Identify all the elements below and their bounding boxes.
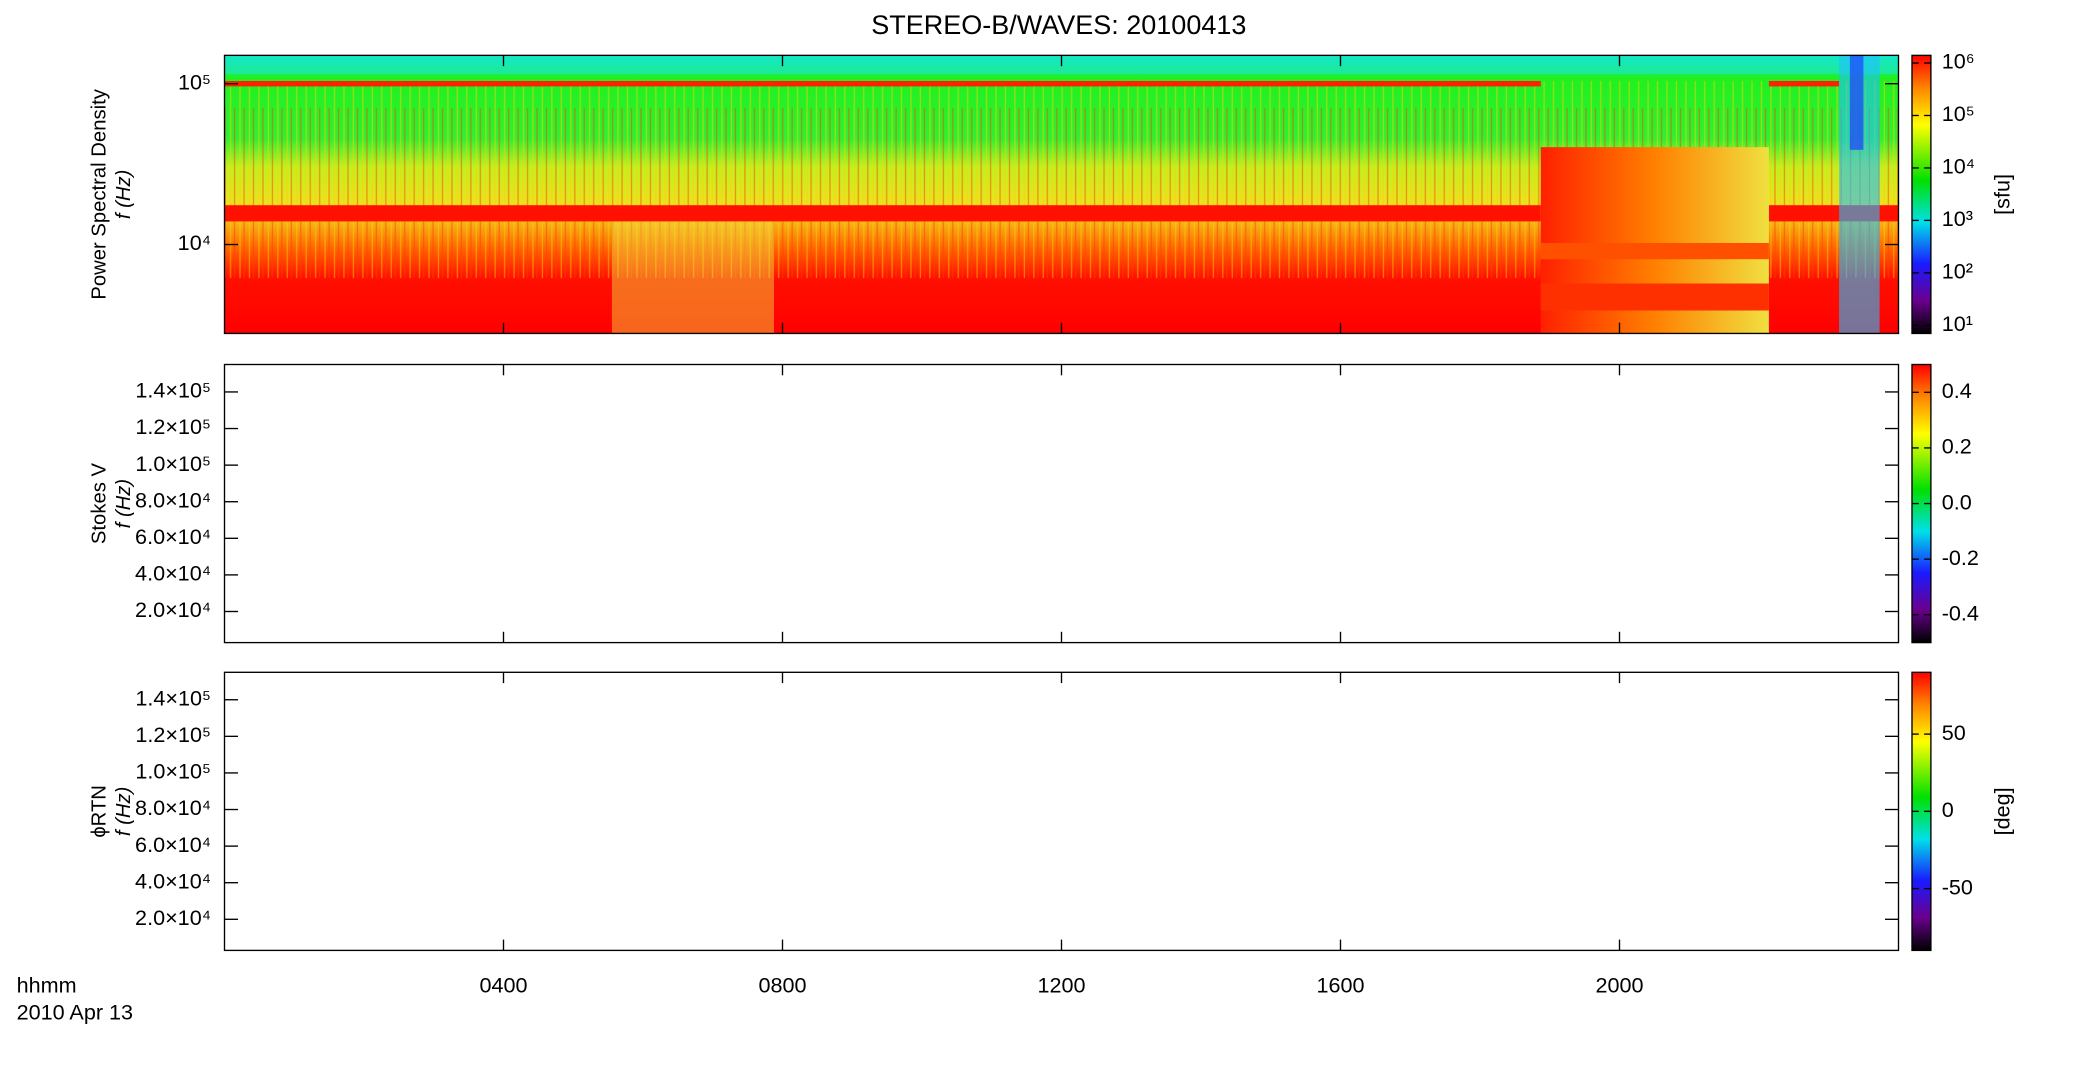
y-axis-label: Stokes V [89,463,111,545]
y-axis-label: Power Spectral Density [89,88,111,299]
y-tick-label: 1.0×10⁵ [135,451,211,476]
spectrogram [224,55,1899,334]
y-tick-label: 10⁵ [178,69,211,94]
x-tick-label: 0400 [479,973,527,998]
y-tick-label: 8.0×10⁴ [135,795,211,820]
x-axis-label: hhmm [17,973,77,998]
plot-frame [223,671,1900,952]
colorbar-tick-label: 10⁶ [1942,49,1975,74]
y-tick-label: 1.2×10⁵ [135,414,211,439]
colorbar-tick-label: 0 [1942,797,1954,822]
colorbar-tick-label: -0.2 [1942,545,1979,570]
x-tick-label: 2000 [1595,973,1643,998]
colorbar-tick-label: 0.2 [1942,434,1972,459]
y-tick-label: 6.0×10⁴ [135,832,211,857]
colorbar-tick-label: 10¹ [1942,311,1973,336]
y-tick-label: 4.0×10⁴ [135,868,211,893]
y-tick-label: 1.0×10⁵ [135,759,211,784]
y-tick-label: 1.2×10⁵ [135,722,211,747]
y-tick-label: 1.4×10⁵ [135,685,211,710]
colorbar-tick-label: -0.4 [1942,600,1979,625]
plot-frame [223,363,1900,644]
y-tick-label: 2.0×10⁴ [135,905,211,930]
y-axis-label: f (Hz) [113,479,135,528]
y-tick-label: 6.0×10⁴ [135,524,211,549]
chart-title: STEREO-B/WAVES: 20100413 [871,10,1246,40]
x-tick-label: 0800 [758,973,806,998]
colorbar-tick-label: 0.4 [1942,378,1972,403]
y-tick-label: 1.4×10⁵ [135,378,211,403]
x-axis-label: 2010 Apr 13 [17,1000,133,1025]
colorbar-tick-label: 10³ [1942,206,1973,231]
colorbar-tick-label: 10⁵ [1942,101,1975,126]
colorbar [1911,54,1932,335]
colorbar-label: [deg] [1990,787,2015,835]
y-tick-label: 10⁴ [178,230,211,255]
y-axis-label: ϕRTN [89,785,111,838]
y-tick-label: 2.0×10⁴ [135,597,211,622]
y-axis-label: f (Hz) [113,787,135,836]
x-tick-label: 1600 [1316,973,1364,998]
colorbar-tick-label: 10² [1942,259,1973,284]
y-tick-label: 4.0×10⁴ [135,561,211,586]
x-tick-label: 1200 [1037,973,1085,998]
colorbar-tick-label: -50 [1942,874,1973,899]
colorbar-tick-label: 50 [1942,720,1966,745]
y-axis-label: f (Hz) [113,170,135,220]
colorbar-label: [sfu] [1990,174,2015,215]
colorbar-tick-label: 10⁴ [1942,154,1975,179]
y-tick-label: 8.0×10⁴ [135,487,211,512]
colorbar-tick-label: 0.0 [1942,489,1972,514]
